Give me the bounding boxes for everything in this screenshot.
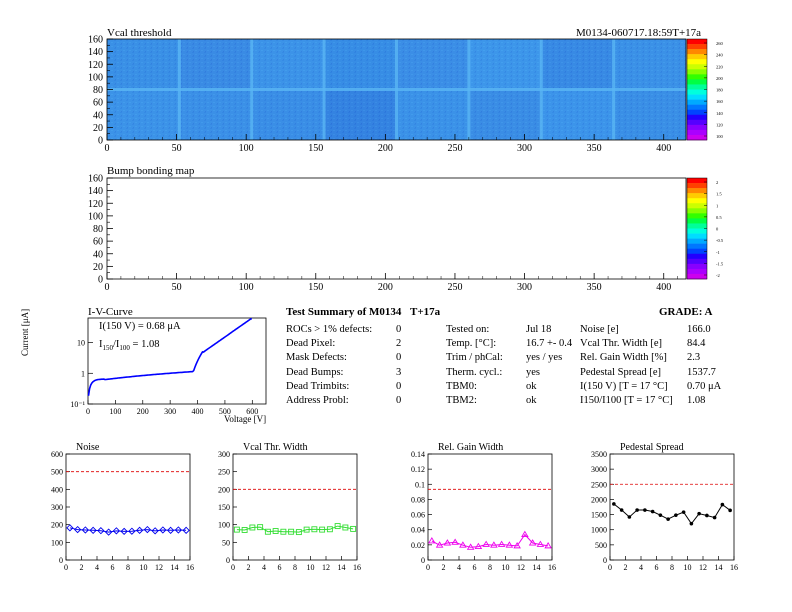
vcal-xtick: 250 [447, 143, 462, 154]
defect-value: 0 [396, 324, 402, 335]
iv-xlabel: Voltage [V] [224, 414, 267, 424]
measurement-value: 166.0 [687, 324, 711, 335]
vcal-xtick: 50 [172, 143, 182, 154]
vcal-map-title: Vcal threshold [107, 27, 172, 39]
vcal-ytick: 100 [88, 72, 103, 83]
vcal-xtick: 150 [308, 143, 323, 154]
module-id-label: M0134-060717.18:59T+17a [576, 27, 702, 39]
defect-label: ROCs > 1% defects: [286, 324, 373, 335]
defect-value: 0 [396, 352, 402, 364]
palette-label: 240 [716, 53, 724, 58]
condition-value: ok [526, 395, 537, 406]
vcal-xtick: 100 [239, 143, 254, 154]
defect-label: Dead Pixel: [286, 338, 336, 350]
condition-value: 16.7 +- 0.4 [526, 338, 573, 350]
palette-label: 120 [716, 122, 724, 127]
palette-label: 200 [716, 76, 724, 81]
palette-label: 160 [716, 99, 724, 104]
vcal-ytick: 120 [88, 60, 103, 71]
condition-label: Tested on: [446, 324, 490, 335]
condition-label: TBM2: [446, 395, 477, 406]
palette-label: 100 [716, 134, 724, 139]
vcal-ytick: 140 [88, 47, 103, 58]
palette-label: 220 [716, 64, 724, 69]
vcal-ytick: 0 [98, 136, 103, 147]
condition-value: yes / yes [526, 352, 563, 364]
measurement-value: 84.4 [687, 338, 706, 350]
condition-label: Temp. [°C]: [446, 338, 497, 350]
vcal-xtick: 300 [517, 143, 532, 154]
vcal-xtick: 400 [656, 143, 671, 154]
condition-label: TBM0: [446, 380, 477, 392]
measurement-label: Noise [e] [580, 324, 619, 335]
defect-label: Address Probl: [286, 395, 349, 406]
palette-label: 140 [716, 111, 724, 116]
defect-label: Dead Bumps: [286, 366, 344, 378]
condition-value: yes [526, 366, 540, 378]
measurement-value: 1537.7 [687, 366, 716, 378]
defect-value: 3 [396, 366, 402, 378]
condition-label: Trim / phCal: [446, 352, 503, 364]
iv-ratio-sub1: 150 [102, 344, 114, 353]
measurement-label: Vcal Thr. Width [e] [580, 338, 663, 350]
measurement-label: I150/I100 [T = 17 °C] [580, 395, 673, 406]
summary-heading-suffix: T+17a [410, 306, 441, 318]
condition-value: ok [526, 380, 537, 392]
grade-label: GRADE: A [659, 306, 713, 318]
iv-ratio-sub2: 100 [119, 344, 130, 353]
defect-label: Mask Defects: [286, 352, 347, 364]
measurement-value: 0.70 μA [687, 380, 722, 392]
measurement-value: 1.08 [687, 395, 706, 406]
vcal-ytick: 20 [93, 123, 103, 134]
defect-value: 0 [396, 395, 402, 406]
measurement-label: Pedestal Spread [e] [580, 366, 662, 378]
vcal-xtick: 0 [105, 143, 110, 154]
vcal-ytick: 160 [88, 35, 103, 46]
defect-value: 2 [396, 338, 402, 350]
vcal-ytick: 60 [93, 98, 103, 109]
iv-ratio-mid: /I [113, 339, 120, 350]
iv-ratio-val: = 1.08 [129, 339, 160, 350]
iv-annotation-ratio: I150/I100 = 1.08 [99, 339, 159, 352]
condition-value: Jul 18 [526, 324, 552, 335]
iv-ylabel: Current [μA] [20, 308, 30, 356]
bump-map-title: Bump bonding map [107, 165, 195, 177]
defect-value: 0 [396, 380, 402, 392]
iv-curve-title: I-V-Curve [88, 306, 133, 318]
vcal-xtick: 350 [587, 143, 602, 154]
palette-label: 180 [716, 88, 724, 93]
measurement-label: Rel. Gain Width [%] [580, 352, 667, 364]
iv-annotation-current: I(150 V) = 0.68 μA [99, 321, 181, 332]
vcal-ytick: 80 [93, 85, 103, 96]
measurement-value: 2.3 [687, 352, 701, 364]
iv-ratio-i: I [99, 339, 103, 350]
measurement-label: I(150 V) [T = 17 °C] [580, 380, 668, 392]
defect-label: Dead Trimbits: [286, 380, 350, 392]
vcal-xtick: 200 [378, 143, 393, 154]
condition-label: Therm. cycl.: [446, 366, 503, 378]
summary-heading: Test Summary of M0134 [286, 306, 402, 318]
palette-label: 260 [716, 41, 724, 46]
vcal-ytick: 40 [93, 110, 103, 121]
